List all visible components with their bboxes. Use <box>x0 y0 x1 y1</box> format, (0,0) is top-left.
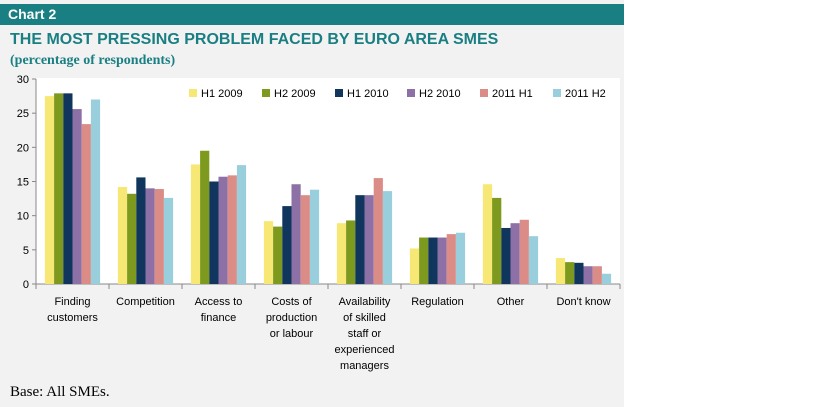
bar <box>355 195 365 284</box>
bar <box>163 197 174 284</box>
bar <box>154 189 164 284</box>
bar <box>209 181 219 284</box>
bar <box>72 109 82 284</box>
x-category-label: managers <box>340 360 389 372</box>
x-category-label: Availability <box>339 296 391 308</box>
legend-label: 2011 H2 <box>565 88 606 100</box>
bar <box>592 266 602 284</box>
bar <box>482 184 493 284</box>
bar <box>136 177 146 284</box>
bar <box>63 93 73 284</box>
x-category-label: of skilled <box>343 312 386 324</box>
bar <box>227 175 237 284</box>
x-category-label: Access to <box>195 296 243 308</box>
x-category-label: finance <box>201 312 236 324</box>
x-category-label: staff or <box>348 328 382 340</box>
bar <box>510 223 520 284</box>
bar <box>455 232 466 284</box>
bar <box>200 150 210 284</box>
y-tick-label: 20 <box>17 142 29 154</box>
bar <box>336 223 347 284</box>
bar <box>565 262 575 284</box>
x-category-label: Other <box>497 296 525 308</box>
bar <box>300 195 310 284</box>
legend-swatch <box>407 89 415 97</box>
legend-swatch <box>262 89 270 97</box>
base-note: Base: All SMEs. <box>10 384 110 400</box>
legend-label: H2 2009 <box>274 88 316 100</box>
x-category-label: Finding <box>54 296 90 308</box>
bar <box>218 176 228 284</box>
y-tick-label: 25 <box>17 108 29 120</box>
bar <box>117 186 128 284</box>
bar <box>273 226 283 284</box>
y-tick-label: 15 <box>17 177 29 189</box>
bar <box>263 221 274 284</box>
bar <box>90 99 101 284</box>
bar <box>446 234 456 284</box>
x-category-label: or labour <box>270 328 314 340</box>
bar <box>382 191 393 284</box>
bar <box>291 184 301 284</box>
legend-swatch <box>189 89 197 97</box>
x-category-label: production <box>266 312 317 324</box>
chart-number-label: Chart 2 <box>8 6 57 22</box>
bar <box>583 266 593 284</box>
legend-swatch <box>335 89 343 97</box>
chart-title: THE MOST PRESSING PROBLEM FACED BY EURO … <box>10 31 499 48</box>
bar <box>364 195 374 284</box>
x-category-label: experienced <box>335 344 395 356</box>
legend-label: 2011 H1 <box>492 88 533 100</box>
bar-chart: 0 5 10 15 20 25 30 Finding customers Competition A… <box>17 74 621 372</box>
legend-label: H2 2010 <box>419 88 461 100</box>
bar <box>601 273 612 284</box>
bar <box>492 197 502 284</box>
bar <box>44 96 55 284</box>
bar <box>519 219 529 284</box>
bar <box>501 227 511 284</box>
bar <box>437 237 447 284</box>
bar <box>127 193 137 284</box>
bar <box>309 189 320 284</box>
legend-swatch <box>480 89 488 97</box>
header-bar: Chart 2 <box>0 4 624 25</box>
bar <box>145 188 155 284</box>
bar <box>282 206 292 284</box>
x-category-label: Don't know <box>556 296 610 308</box>
y-tick-label: 5 <box>23 245 29 257</box>
bar <box>409 248 420 284</box>
bar <box>346 220 356 284</box>
y-tick-label: 10 <box>17 211 29 223</box>
y-tick-label: 30 <box>17 74 29 86</box>
x-category-label: Regulation <box>411 296 464 308</box>
bar <box>428 237 438 284</box>
legend-label: H1 2009 <box>201 88 243 100</box>
x-category-label: Competition <box>116 296 175 308</box>
x-category-label: customers <box>47 312 98 324</box>
bar <box>81 124 91 284</box>
bar <box>54 93 64 284</box>
bar <box>528 236 539 284</box>
bar <box>236 165 247 284</box>
legend-swatch <box>553 89 561 97</box>
chart-panel: Chart 2 THE MOST PRESSING PROBLEM FACED … <box>0 0 624 407</box>
x-category-label: Costs of <box>271 296 312 308</box>
bar <box>555 258 566 284</box>
bar <box>190 164 201 284</box>
bar <box>419 237 429 284</box>
legend-label: H1 2010 <box>347 88 389 100</box>
bar <box>373 178 383 284</box>
chart-subtitle: (percentage of respondents) <box>10 53 176 68</box>
y-tick-label: 0 <box>23 279 29 291</box>
bar <box>574 262 584 284</box>
